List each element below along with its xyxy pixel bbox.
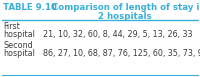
Text: hospital: hospital bbox=[3, 49, 35, 58]
Text: 21, 10, 32, 60, 8, 44, 29, 5, 13, 26, 33: 21, 10, 32, 60, 8, 44, 29, 5, 13, 26, 33 bbox=[43, 30, 192, 39]
Text: 2 hospitals: 2 hospitals bbox=[98, 12, 152, 21]
Text: Comparison of length of stay in: Comparison of length of stay in bbox=[52, 3, 200, 12]
Text: 86, 27, 10, 68, 87, 76, 125, 60, 35, 73, 96, 44, 238: 86, 27, 10, 68, 87, 76, 125, 60, 35, 73,… bbox=[43, 49, 200, 58]
Text: First: First bbox=[3, 22, 20, 31]
Text: TABLE 9.10: TABLE 9.10 bbox=[3, 3, 57, 12]
Text: hospital: hospital bbox=[3, 30, 35, 39]
Text: Second: Second bbox=[3, 41, 33, 50]
